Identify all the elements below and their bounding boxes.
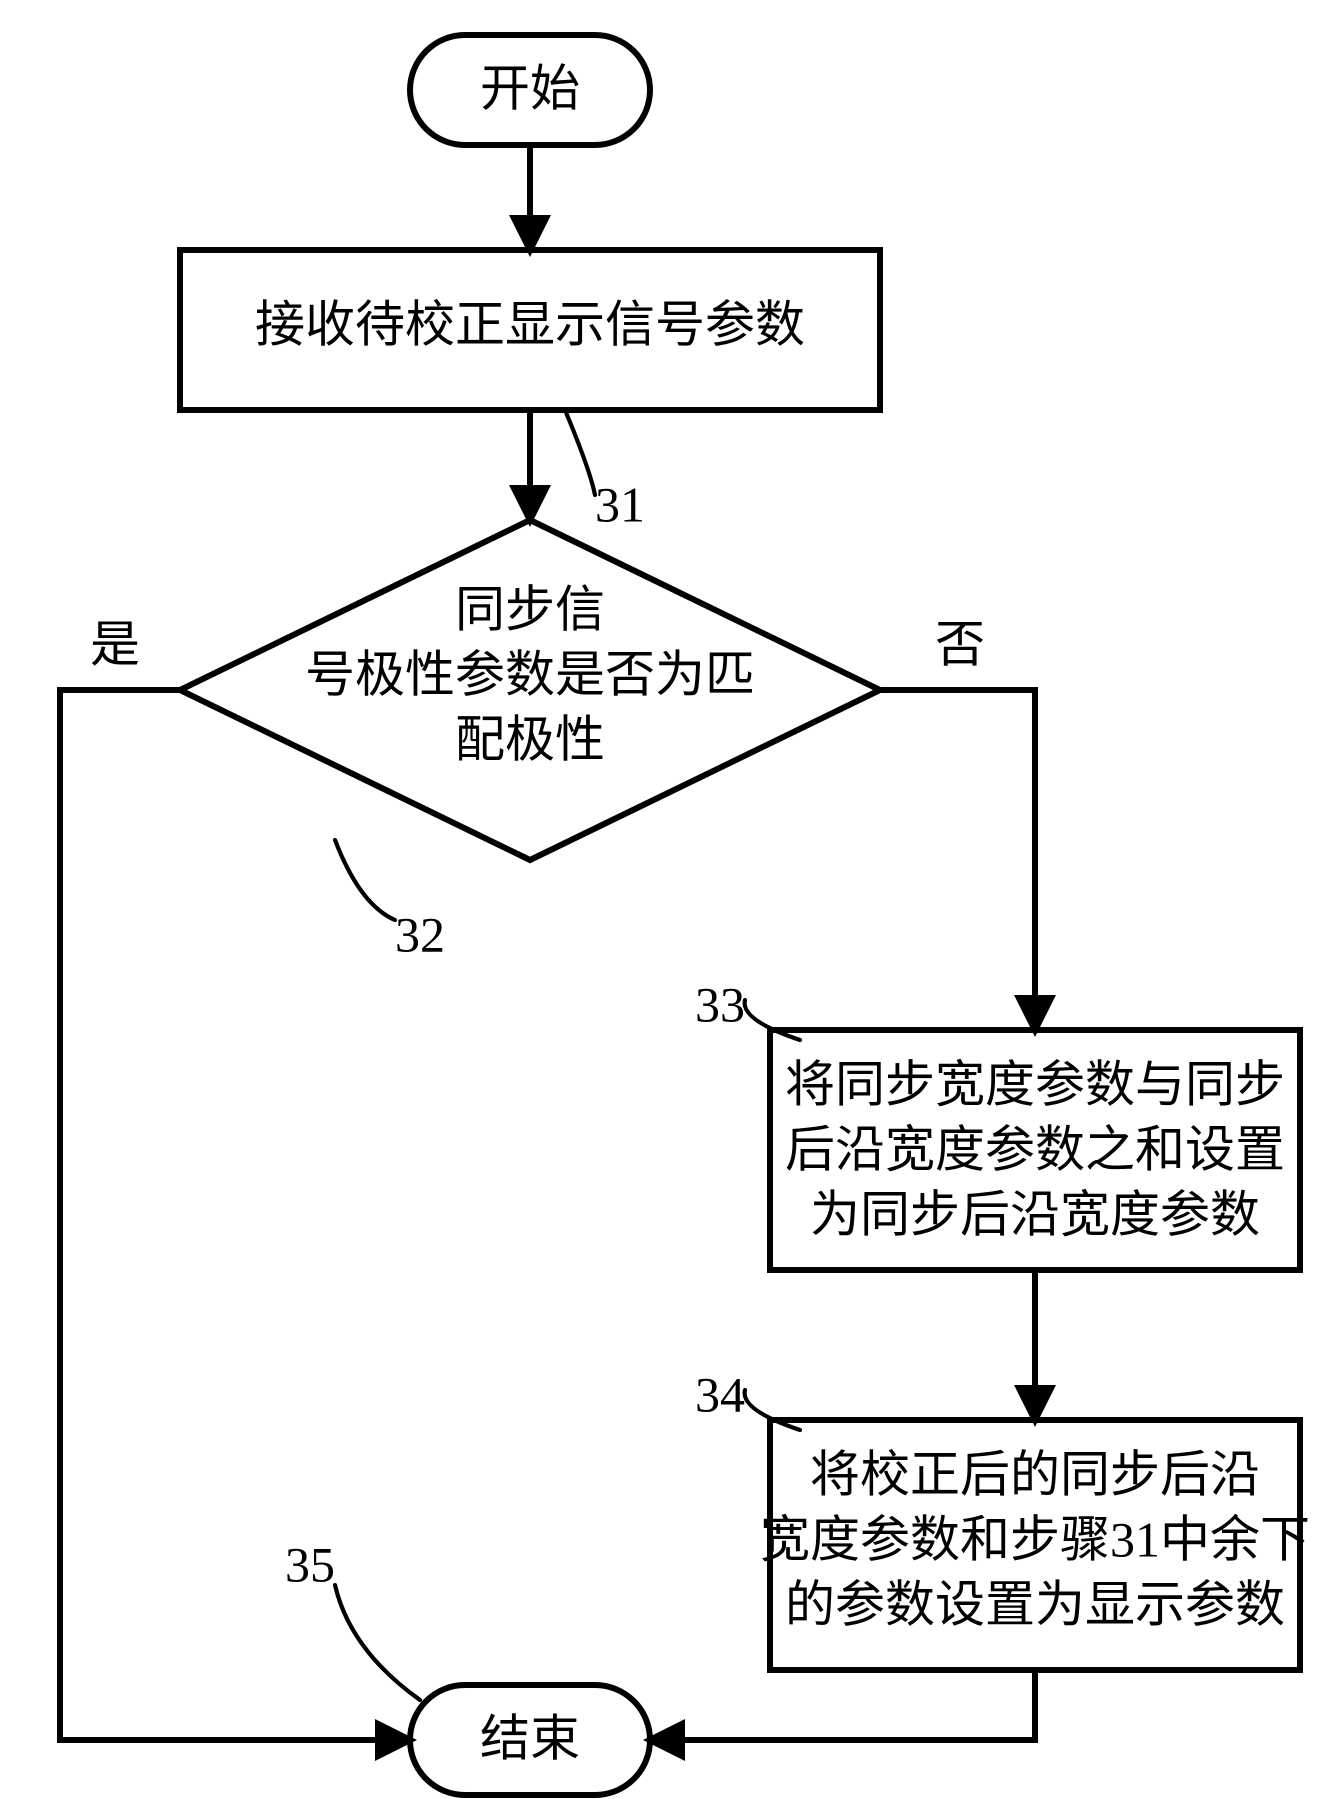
decision32-line-2: 配极性 — [455, 711, 605, 767]
step34-line-0: 将校正后的同步后沿 — [810, 1446, 1260, 1502]
yes: 是 — [90, 616, 140, 672]
step31-line-0: 接收待校正显示信号参数 — [255, 296, 805, 352]
end-text: 结束 — [480, 1710, 580, 1766]
no: 否 — [935, 616, 985, 672]
decision32-line-0: 同步信 — [455, 581, 605, 637]
step33-line-2: 为同步后沿宽度参数 — [810, 1186, 1260, 1242]
label35: 35 — [285, 1536, 335, 1592]
step34-line-2: 的参数设置为显示参数 — [785, 1576, 1285, 1632]
label32: 32 — [395, 906, 445, 962]
start-text: 开始 — [480, 60, 580, 116]
label31: 31 — [595, 476, 645, 532]
flowchart: 开始接收待校正显示信号参数 31 同步信号极性参数是否为匹配极性 是 否 32 33 将同步宽… — [0, 0, 1338, 1799]
label33: 33 — [695, 976, 745, 1032]
step33-line-0: 将同步宽度参数与同步 — [785, 1056, 1285, 1112]
decision32-line-1: 号极性参数是否为匹 — [305, 646, 755, 702]
step33-line-1: 后沿宽度参数之和设置 — [785, 1121, 1285, 1177]
label34: 34 — [695, 1366, 745, 1422]
step34-line-1: 宽度参数和步骤31中余下 — [760, 1511, 1310, 1567]
